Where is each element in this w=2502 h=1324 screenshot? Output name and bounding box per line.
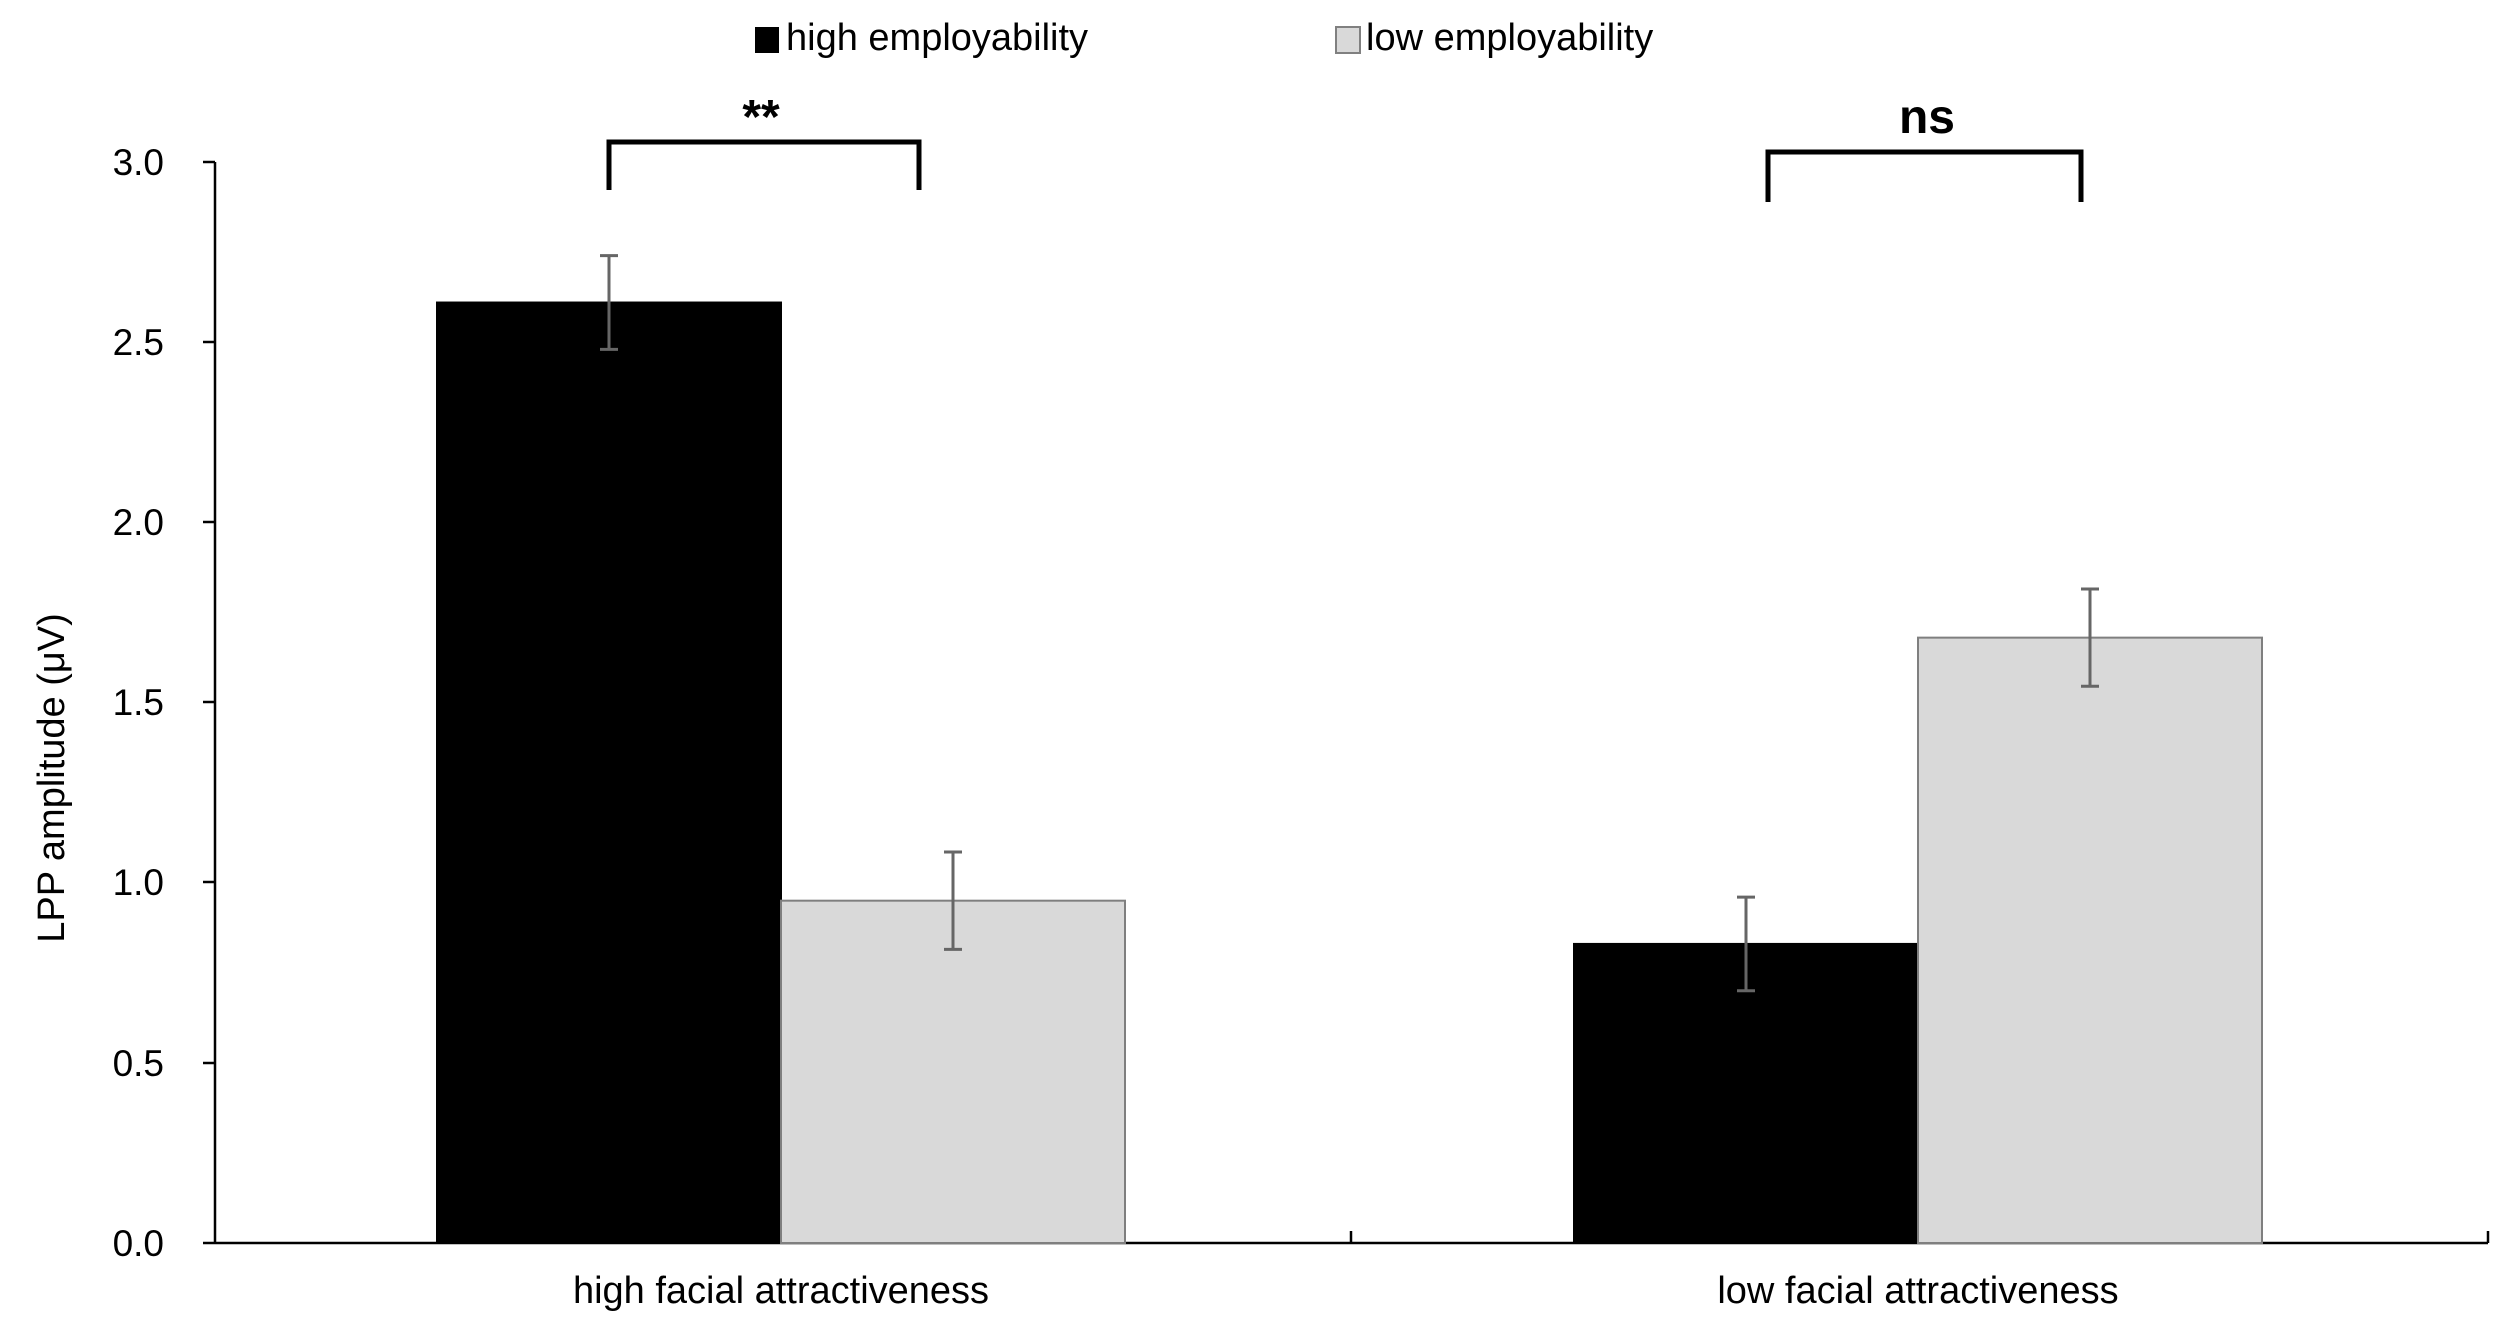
y-tick-label-3: 1.5	[113, 682, 164, 723]
y-tick-label-6: 3.0	[113, 142, 164, 183]
legend-label-high-employability: high employability	[786, 17, 1088, 59]
bar-high-employability-high-attractiveness	[436, 301, 782, 1244]
error-bar-low-employability-high-attractiveness	[944, 850, 962, 951]
error-bar-high-employability-high-attractiveness	[600, 254, 618, 351]
y-tick-label-4: 2.0	[113, 502, 164, 543]
significance-label-1: ns	[1899, 91, 1955, 144]
y-tick-label-0: 0.0	[113, 1223, 164, 1264]
x-category-label-1: low facial attractiveness	[1717, 1270, 2118, 1312]
bars	[436, 301, 2263, 1245]
x-category-label-0: high facial attractiveness	[573, 1270, 989, 1312]
legend: high employability low employability	[755, 17, 1653, 59]
bar-high-employability-low-attractiveness	[1573, 942, 1919, 1244]
bar-low-employability-low-attractiveness	[1917, 636, 2263, 1244]
significance-brackets: ** ns	[606, 91, 2084, 202]
error-bar-high-employability-low-attractiveness	[1737, 895, 1755, 993]
legend-label-low-employability: low employability	[1366, 17, 1653, 59]
significance-bracket-0	[606, 139, 922, 190]
legend-swatch-low-employability	[1335, 26, 1361, 54]
bar-low-employability-high-attractiveness	[780, 899, 1126, 1245]
significance-bracket-1	[1765, 149, 2084, 202]
legend-swatch-high-employability	[755, 27, 779, 53]
significance-label-0: **	[742, 91, 780, 144]
y-tick-label-5: 2.5	[113, 322, 164, 363]
y-axis-title: LPP amplitude (μV)	[31, 613, 73, 943]
y-ticks: 0.0 0.5 1.0 1.5 2.0 2.5 3.0	[113, 142, 215, 1264]
y-tick-label-1: 0.5	[113, 1043, 164, 1084]
error-bar-low-employability-low-attractiveness	[2081, 587, 2099, 688]
y-tick-label-2: 1.0	[113, 862, 164, 903]
error-bars	[600, 254, 2099, 993]
